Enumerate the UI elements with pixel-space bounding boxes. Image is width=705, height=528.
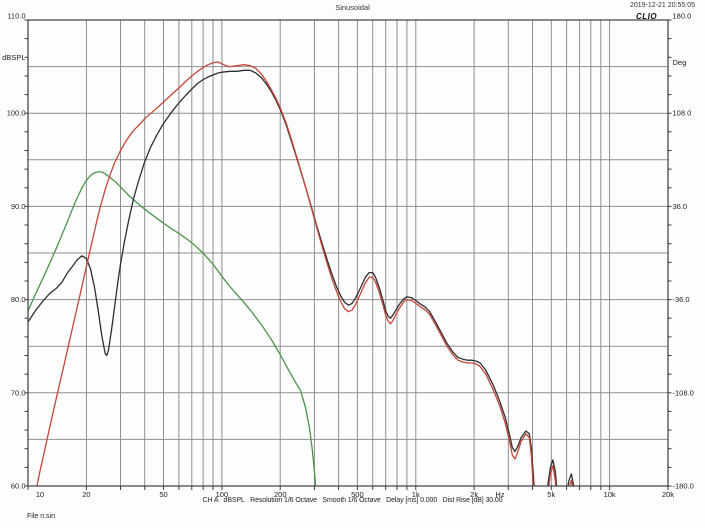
y-right-tick-label: -108.0 (673, 388, 694, 397)
x-tick-label: 100 (216, 490, 229, 499)
response-curves (28, 61, 575, 486)
file-name-label: File n.sin (27, 513, 56, 520)
x-unit-label: Hz (495, 490, 504, 499)
plot-frame (27, 19, 669, 487)
y-right-tick-label: 36.0 (673, 202, 688, 211)
y-right-unit-label: Deg (673, 58, 687, 67)
x-tick-label: 500 (351, 490, 364, 499)
y-left-tick-label: 70.0 (11, 388, 26, 397)
y-right-tick-label: 180.0 (673, 12, 692, 21)
response-red-curve (36, 61, 573, 486)
x-tick-label: 20 (82, 490, 90, 499)
x-tick-label: 200 (274, 490, 287, 499)
y-left-tick-label: 90.0 (11, 202, 26, 211)
y-left-tick-label: 100.0 (7, 109, 26, 118)
grid-lines (28, 20, 668, 486)
y-right-tick-label: 108.0 (673, 109, 692, 118)
axis-ticks (24, 19, 672, 490)
x-tick-label: 20k (662, 490, 674, 499)
y-left-unit-label: dBSPL (2, 53, 25, 62)
x-tick-label: 10 (36, 490, 44, 499)
timestamp: 2019-12-21 20:55:05 (630, 2, 695, 9)
x-tick-label: 1k (412, 490, 420, 499)
y-left-tick-label: 80.0 (11, 295, 26, 304)
nearfield-green-curve (28, 171, 317, 486)
y-left-tick-label: 110.0 (7, 12, 25, 21)
measurement-settings-line: CH A dBSPL Resolution 1/6 Octave Smooth … (202, 497, 503, 504)
axis-labels: 110.0 100.0 90.0 80.0 70.0 60.0 dBSPL 180.0 108.… (2, 12, 694, 500)
x-tick-label: 2k (470, 490, 478, 499)
x-tick-label: 10k (604, 490, 616, 499)
y-right-tick-label: -36.0 (673, 295, 690, 304)
y-left-tick-label: 60.0 (11, 482, 26, 491)
x-tick-label: 5k (547, 490, 555, 499)
clio-logo: CLIO (636, 12, 658, 21)
response-black-curve (28, 69, 575, 486)
y-right-tick-label: -180.0 (673, 482, 694, 491)
x-tick-label: 50 (159, 490, 167, 499)
measurement-title: Sinusoidal (335, 3, 370, 12)
